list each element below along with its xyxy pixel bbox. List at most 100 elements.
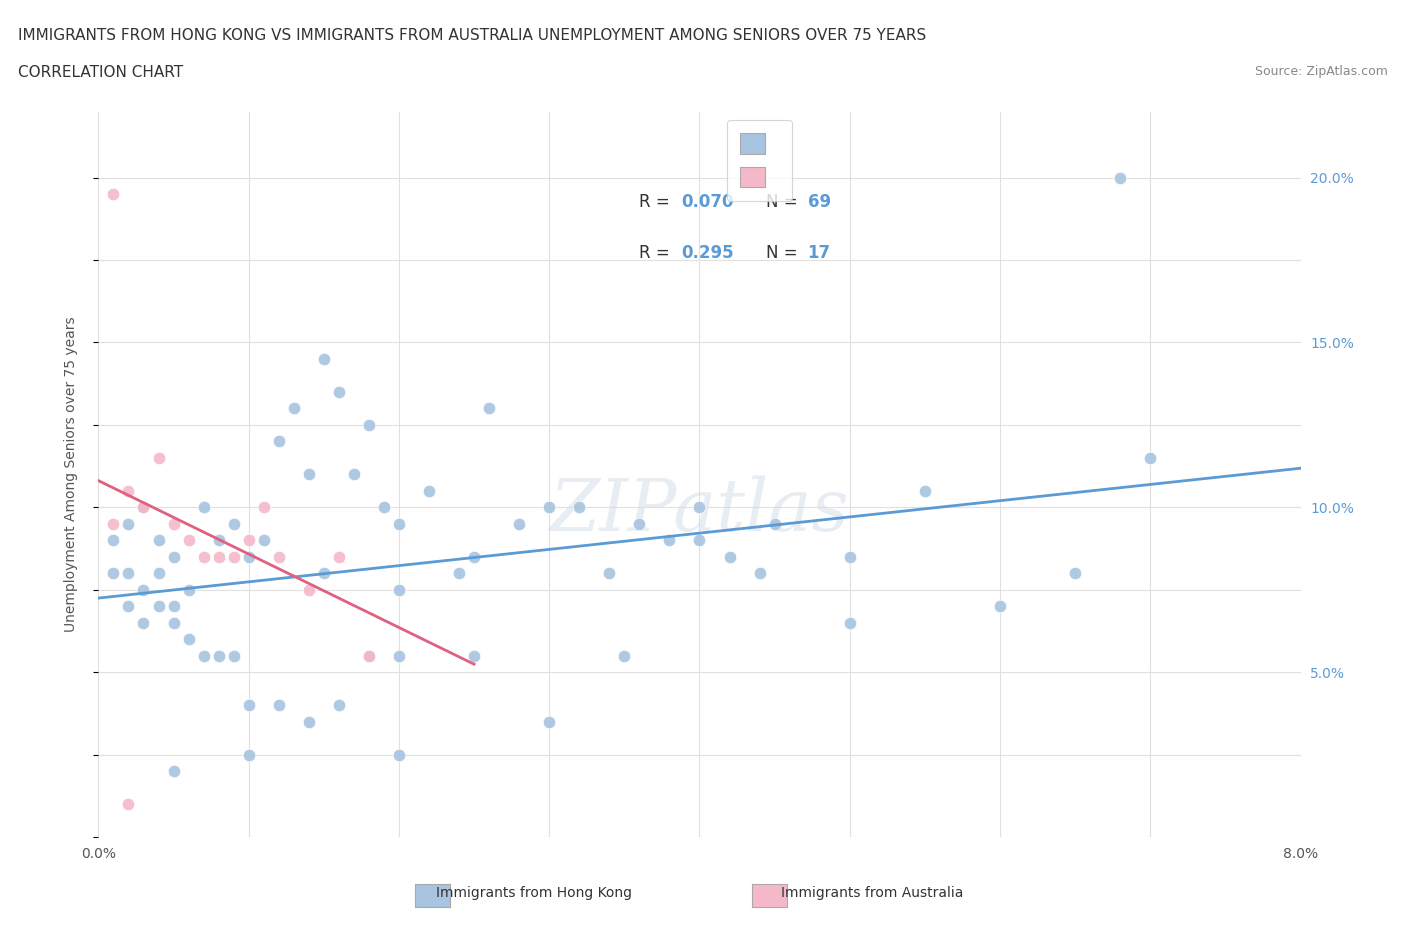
Point [463, 550, 485, 565]
Point [988, 599, 1011, 614]
Point [267, 550, 290, 565]
Point [613, 648, 636, 663]
Text: IMMIGRANTS FROM HONG KONG VS IMMIGRANTS FROM AUSTRALIA UNEMPLOYMENT AMONG SENIOR: IMMIGRANTS FROM HONG KONG VS IMMIGRANTS … [18, 28, 927, 43]
Point [132, 582, 155, 597]
Text: ZIPatlas: ZIPatlas [550, 475, 849, 546]
Point [253, 533, 276, 548]
Point [148, 599, 170, 614]
Point [177, 533, 200, 548]
Point [162, 516, 184, 531]
Point [103, 533, 125, 548]
Point [132, 499, 155, 514]
Point [177, 631, 200, 646]
Point [117, 797, 139, 812]
Point [162, 616, 184, 631]
Point [568, 499, 591, 514]
Point [148, 450, 170, 465]
Point [388, 516, 411, 531]
Point [222, 648, 245, 663]
Point [238, 550, 260, 565]
Point [689, 533, 711, 548]
Point [132, 616, 155, 631]
Point [763, 516, 786, 531]
Point [162, 550, 184, 565]
Point [238, 698, 260, 712]
Point [357, 418, 380, 432]
Point [267, 698, 290, 712]
Point [193, 499, 215, 514]
Point [162, 599, 184, 614]
Point [117, 516, 139, 531]
Point [148, 565, 170, 580]
Point [598, 565, 620, 580]
Point [689, 499, 711, 514]
Point [117, 484, 139, 498]
Point [103, 516, 125, 531]
Point [162, 764, 184, 778]
Point [117, 565, 139, 580]
Point [478, 401, 501, 416]
Point [373, 499, 395, 514]
Point [1064, 565, 1087, 580]
Point [177, 582, 200, 597]
Point [343, 467, 366, 482]
Point [1139, 450, 1161, 465]
Point [538, 499, 561, 514]
Text: 0.070: 0.070 [682, 193, 734, 211]
Point [312, 565, 335, 580]
Text: 17: 17 [807, 244, 831, 262]
Text: Immigrants from Hong Kong: Immigrants from Hong Kong [436, 885, 633, 900]
Point [103, 565, 125, 580]
Point [838, 616, 860, 631]
Text: R =: R = [640, 244, 675, 262]
Text: N =: N = [766, 193, 803, 211]
Point [463, 648, 485, 663]
Point [132, 499, 155, 514]
Point [838, 550, 860, 565]
Point [328, 698, 350, 712]
Point [117, 599, 139, 614]
Point [283, 401, 305, 416]
Text: CORRELATION CHART: CORRELATION CHART [18, 65, 183, 80]
Y-axis label: Unemployment Among Seniors over 75 years: Unemployment Among Seniors over 75 years [63, 316, 77, 632]
Legend: , : , [727, 120, 792, 201]
Point [357, 648, 380, 663]
Point [253, 499, 276, 514]
Point [312, 352, 335, 366]
Point [447, 565, 470, 580]
Point [418, 484, 440, 498]
Point [658, 533, 681, 548]
Text: Immigrants from Australia: Immigrants from Australia [780, 885, 963, 900]
Point [388, 582, 411, 597]
Text: Source: ZipAtlas.com: Source: ZipAtlas.com [1254, 65, 1388, 78]
Point [298, 467, 321, 482]
Point [103, 187, 125, 202]
Point [208, 550, 231, 565]
Point [208, 533, 231, 548]
Point [298, 582, 321, 597]
Point [718, 550, 741, 565]
Point [388, 747, 411, 762]
Point [508, 516, 530, 531]
Point [238, 533, 260, 548]
Point [538, 714, 561, 729]
Point [357, 648, 380, 663]
Text: N =: N = [766, 244, 803, 262]
Point [328, 384, 350, 399]
Point [193, 648, 215, 663]
Point [222, 516, 245, 531]
Point [328, 550, 350, 565]
Point [267, 434, 290, 449]
Point [914, 484, 936, 498]
Point [388, 648, 411, 663]
Text: 69: 69 [807, 193, 831, 211]
Text: 0.295: 0.295 [682, 244, 734, 262]
Text: R =: R = [640, 193, 675, 211]
Point [238, 747, 260, 762]
Point [1109, 170, 1132, 185]
Point [193, 550, 215, 565]
Point [222, 550, 245, 565]
Point [208, 648, 231, 663]
Point [298, 714, 321, 729]
Point [148, 533, 170, 548]
